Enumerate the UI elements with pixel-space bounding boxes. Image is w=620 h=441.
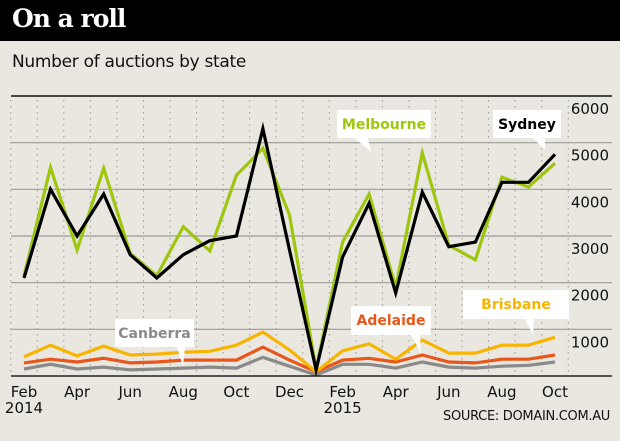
callout-pointer bbox=[355, 138, 371, 152]
x-tick-label: Oct bbox=[223, 383, 249, 401]
series-lines bbox=[22, 121, 557, 378]
x-tick-label: Aug bbox=[169, 383, 198, 401]
x-tick-label: Jun bbox=[117, 383, 141, 401]
x-tick-label: Aug bbox=[487, 383, 516, 401]
series-label-melbourne: Melbourne bbox=[342, 117, 426, 133]
callout-brisbane: Brisbane bbox=[463, 290, 569, 335]
series-label-sydney: Sydney bbox=[498, 117, 556, 133]
series-line-brisbane bbox=[23, 330, 556, 374]
series-label-canberra: Canberra bbox=[118, 326, 190, 342]
series-label-adelaide: Adelaide bbox=[357, 313, 426, 329]
y-tick-label: 1000 bbox=[571, 333, 609, 351]
chart-subtitle: Number of auctions by state bbox=[12, 52, 247, 72]
header-bar: On a roll bbox=[0, 0, 620, 41]
series-line-melbourne bbox=[22, 145, 557, 378]
y-tick-label: 4000 bbox=[571, 193, 609, 211]
x-tick-label: Apr bbox=[383, 383, 410, 401]
x-tick-label: Oct bbox=[542, 383, 568, 401]
y-tick-label: 3000 bbox=[571, 240, 609, 258]
series-line-adelaide bbox=[23, 345, 556, 374]
y-tick-label: 6000 bbox=[571, 100, 609, 118]
x-tick-label: Jun bbox=[436, 383, 460, 401]
series-label-brisbane: Brisbane bbox=[481, 297, 551, 313]
callout-box bbox=[115, 319, 194, 347]
callout-canberra: Canberra bbox=[115, 319, 194, 366]
x-tick-year-label: 2014 bbox=[5, 399, 43, 417]
callout-sydney: Sydney bbox=[493, 110, 561, 150]
source-note: SOURCE: DOMAIN.COM.AU bbox=[443, 409, 610, 424]
x-tick-label: Feb bbox=[329, 383, 356, 401]
callout-pointer bbox=[533, 138, 545, 150]
y-tick-label: 5000 bbox=[571, 147, 609, 165]
callout-box bbox=[351, 306, 431, 335]
x-tick-label: Feb bbox=[11, 383, 38, 401]
callout-pointer bbox=[411, 335, 421, 353]
callout-pointer bbox=[177, 347, 185, 366]
callout-box bbox=[493, 110, 561, 138]
x-tick-year-label: 2015 bbox=[324, 399, 362, 417]
annotations: Melbourne Sydney Canberra Adelaide Brisbane bbox=[115, 110, 569, 366]
callout-adelaide: Adelaide bbox=[351, 306, 431, 353]
x-tick-label: Dec bbox=[275, 383, 304, 401]
callout-box bbox=[337, 110, 431, 138]
y-tick-label: 2000 bbox=[571, 287, 609, 305]
chart-title: On a roll bbox=[12, 4, 126, 33]
x-tick-label: Apr bbox=[64, 383, 91, 401]
callout-pointer bbox=[525, 319, 534, 335]
callout-melbourne: Melbourne bbox=[337, 110, 431, 152]
callout-box bbox=[463, 290, 569, 319]
